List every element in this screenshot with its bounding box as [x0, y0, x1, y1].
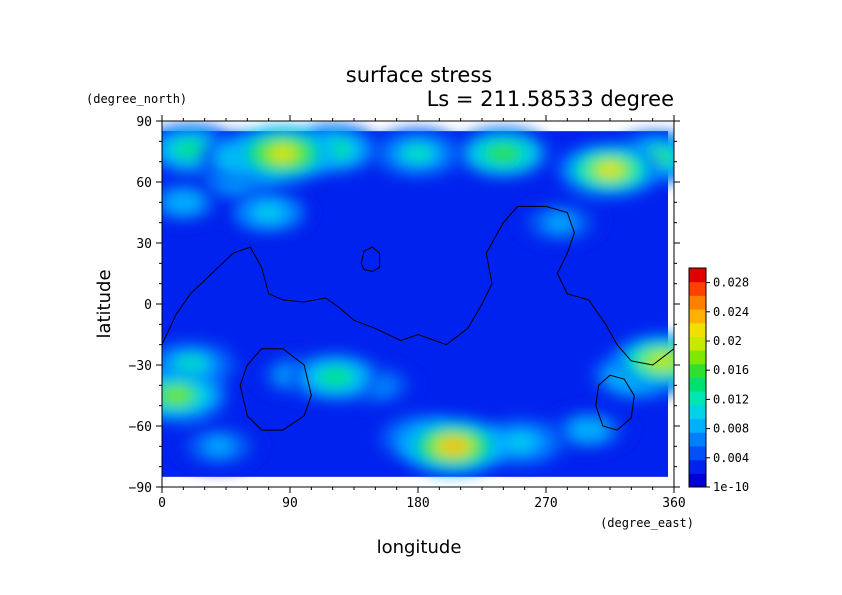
hotspot-15-level-3	[323, 370, 348, 384]
colorbar-tick-label: 0.004	[713, 451, 749, 465]
colorbar-swatch	[689, 322, 706, 337]
hotspot-9-level-3	[406, 147, 430, 160]
colorbar-swatch	[689, 432, 706, 447]
colorbar-tick-label: 0.028	[713, 276, 749, 290]
colorbar-swatch	[689, 459, 706, 474]
contour-lines	[162, 205, 674, 431]
colorbar-tick-label: 0.02	[713, 334, 742, 348]
y-tick-label: −30	[129, 359, 152, 374]
x-tick-label: 360	[662, 496, 685, 511]
hotspot-5-level-3	[576, 423, 601, 437]
x-axis-label: longitude	[377, 537, 462, 558]
chart-subtitle: Ls = 211.58533 degree	[427, 87, 674, 111]
y-tick-label: 30	[136, 237, 152, 252]
colorbar-frame	[688, 267, 707, 488]
y-axis-label: latitude	[94, 269, 115, 338]
basin-2	[360, 246, 381, 273]
colorbar-swatch	[689, 363, 706, 378]
hotspot-10-level-3	[178, 358, 203, 372]
colorbar-tick-label: 0.024	[713, 305, 749, 319]
hotspot-22-level-3	[270, 147, 295, 160]
y-units: (degree_north)	[86, 92, 187, 106]
y-tick-label: −60	[129, 420, 152, 435]
x-tick-label: 0	[158, 496, 166, 511]
colorbar-swatch	[689, 309, 706, 324]
hotspot-19-level-3	[164, 389, 189, 402]
y-tick-label: 0	[144, 298, 152, 313]
colorbar-swatch	[689, 336, 706, 351]
heatmap-field	[162, 123, 674, 477]
hotspot-18-level-3	[491, 147, 516, 160]
y-tick-label: 60	[136, 176, 152, 191]
x-tick-label: 180	[406, 496, 429, 511]
hotspot-8-level-3	[508, 435, 533, 449]
colorbar-swatch	[689, 268, 706, 283]
hotspot-1-level-3	[206, 439, 231, 453]
colorbar-swatch	[689, 445, 706, 461]
x-tick-label: 270	[534, 496, 557, 511]
colorbar-tick-label: 0.008	[713, 422, 749, 436]
colorbar-swatch	[689, 473, 706, 488]
colorbar-swatch	[689, 377, 706, 392]
hotspot-2-level-3	[548, 216, 573, 230]
basin-1	[239, 348, 312, 431]
colorbar-swatch	[689, 391, 706, 406]
colorbar-swatch	[689, 350, 706, 365]
axes: 0 90 180 270 360 90 60 30 0 −30 −60 −90	[129, 115, 686, 511]
chart-title: surface stress	[346, 63, 492, 87]
hotspot-20-level-3	[650, 354, 674, 368]
x-tick-label: 90	[282, 496, 298, 511]
colorbar-swatch	[689, 418, 706, 433]
x-units: (degree_east)	[600, 516, 694, 530]
colorbar-swatch	[689, 295, 706, 310]
colorbar-tick-label: 1e-10	[713, 480, 749, 494]
colorbar-swatch	[689, 281, 706, 296]
colorbar-swatch	[689, 404, 706, 420]
colorbar-tick-label: 0.012	[713, 392, 749, 406]
colorbar: 1e-10 0.004 0.008 0.012 0.016 0.02 0.024 0.028	[688, 267, 749, 494]
hotspot-14-level-3	[178, 143, 203, 156]
hotspot-7-level-3	[256, 206, 281, 219]
y-tick-label: −90	[129, 481, 152, 496]
hotspot-3-level-3	[171, 195, 196, 209]
basin-3	[595, 374, 635, 431]
heatmap-hotspots	[162, 123, 674, 475]
continent-outline	[162, 205, 674, 366]
hotspot-21-level-3	[598, 163, 622, 177]
y-tick-label: 90	[136, 115, 152, 130]
colorbar-tick-label: 0.016	[713, 363, 749, 377]
hotspot-23-level-3	[441, 439, 466, 453]
